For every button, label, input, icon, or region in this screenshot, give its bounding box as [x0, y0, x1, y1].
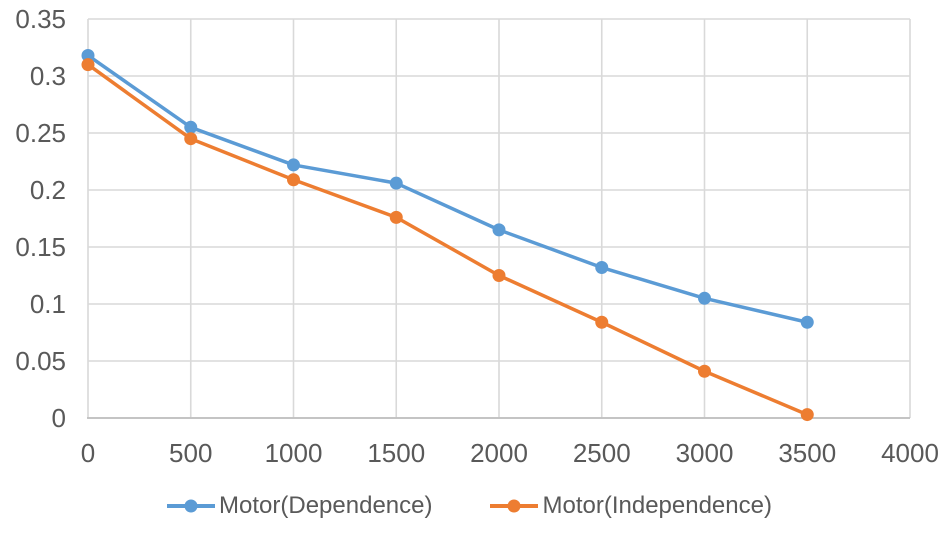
data-point-marker-0: [800, 315, 814, 329]
data-point-marker-1: [492, 269, 506, 282]
data-point-marker-0: [389, 176, 403, 190]
x-tick-label: 3000: [676, 438, 734, 468]
legend-label-dependence: Motor(Dependence): [219, 492, 433, 519]
y-tick-label: 0.3: [30, 61, 66, 91]
x-tick-label: 2000: [470, 438, 528, 468]
legend-item-independence: Motor(Independence): [490, 492, 772, 520]
x-tick-label: 4000: [881, 438, 939, 468]
data-point-marker-1: [698, 364, 711, 378]
legend-label-independence: Motor(Independence): [542, 492, 772, 519]
series-line-0: [86, 53, 809, 324]
y-tick-label: 0: [52, 403, 66, 433]
data-point-marker-0: [698, 291, 711, 305]
x-tick-label: 1500: [367, 438, 425, 468]
y-tick-label: 0.1: [30, 289, 66, 319]
x-tick-label: 2500: [573, 438, 631, 468]
x-tick-label: 3500: [778, 438, 836, 468]
data-point-marker-0: [81, 48, 95, 62]
data-point-marker-1: [389, 210, 403, 224]
y-tick-label: 0.25: [15, 118, 66, 148]
legend-dot-blue: [184, 499, 198, 513]
data-point-marker-1: [287, 173, 300, 187]
x-tick-label: 0: [81, 438, 95, 468]
x-tick-label: 1000: [265, 438, 323, 468]
data-point-marker-0: [492, 223, 506, 237]
legend-line-marker-blue: [167, 499, 216, 513]
y-tick-label: 0.05: [15, 346, 66, 376]
legend: Motor(Dependence) Motor(Independence): [0, 492, 939, 520]
data-point-marker-1: [184, 132, 198, 146]
y-tick-label: 0.2: [30, 175, 66, 205]
legend-item-dependence: Motor(Dependence): [167, 492, 432, 520]
data-point-marker-1: [81, 58, 95, 72]
data-point-marker-0: [287, 158, 300, 172]
data-point-marker-1: [595, 315, 609, 329]
legend-dot-orange: [507, 499, 521, 513]
data-point-marker-0: [184, 120, 198, 134]
data-point-marker-0: [595, 261, 609, 275]
data-point-marker-1: [800, 408, 814, 422]
x-tick-label: 500: [169, 438, 212, 468]
y-tick-label: 0.15: [15, 232, 66, 262]
series-line-1: [86, 62, 809, 417]
y-tick-label: 0.35: [15, 4, 66, 34]
legend-line-marker-orange: [490, 499, 539, 513]
